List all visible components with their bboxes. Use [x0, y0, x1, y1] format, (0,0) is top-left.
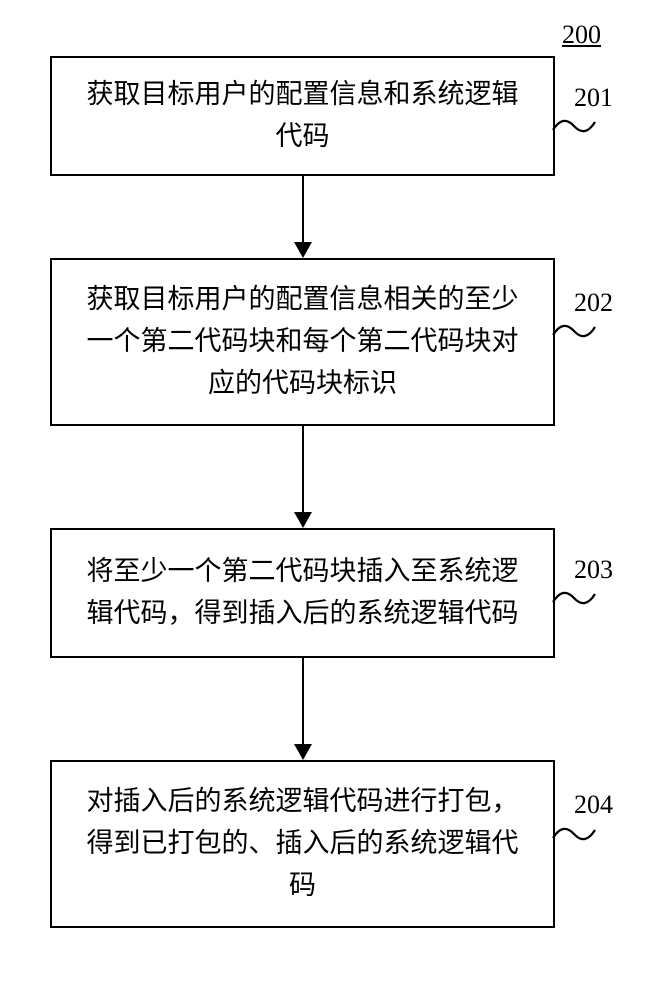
step-text: 对插入后的系统逻辑代码进行打包，得到已打包的、插入后的系统逻辑代码 [76, 781, 529, 907]
step-label-203: 203 [574, 555, 613, 585]
step-box-203: 将至少一个第二代码块插入至系统逻辑代码，得到插入后的系统逻辑代码 [50, 528, 555, 658]
step-label-204: 204 [574, 790, 613, 820]
step-text: 获取目标用户的配置信息和系统逻辑代码 [76, 74, 529, 158]
step-text: 获取目标用户的配置信息相关的至少一个第二代码块和每个第二代码块对应的代码块标识 [76, 279, 529, 405]
arrow-head-icon [294, 744, 312, 760]
squiggle-icon [552, 820, 596, 848]
step-box-201: 获取目标用户的配置信息和系统逻辑代码 [50, 56, 555, 176]
figure-id: 200 [562, 20, 601, 50]
arrow-line [302, 658, 304, 744]
flowchart-canvas: 200 获取目标用户的配置信息和系统逻辑代码 获取目标用户的配置信息相关的至少一… [0, 0, 651, 1000]
squiggle-icon [552, 317, 596, 345]
step-label-202: 202 [574, 288, 613, 318]
arrow-line [302, 176, 304, 242]
step-box-202: 获取目标用户的配置信息相关的至少一个第二代码块和每个第二代码块对应的代码块标识 [50, 258, 555, 426]
arrow-line [302, 426, 304, 512]
squiggle-icon [552, 584, 596, 612]
step-box-204: 对插入后的系统逻辑代码进行打包，得到已打包的、插入后的系统逻辑代码 [50, 760, 555, 928]
squiggle-icon [552, 112, 596, 140]
step-label-201: 201 [574, 83, 613, 113]
arrow-head-icon [294, 242, 312, 258]
step-text: 将至少一个第二代码块插入至系统逻辑代码，得到插入后的系统逻辑代码 [76, 551, 529, 635]
arrow-head-icon [294, 512, 312, 528]
